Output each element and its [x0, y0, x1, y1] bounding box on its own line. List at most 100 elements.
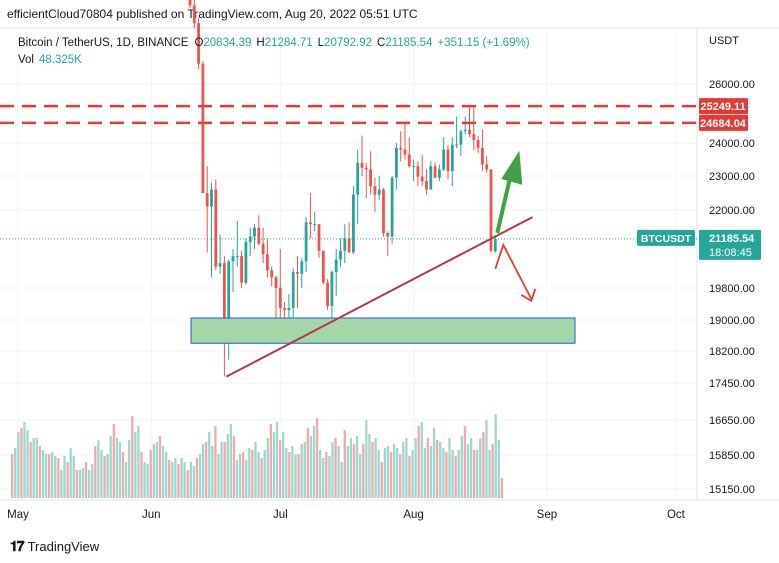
candle-body: [369, 169, 372, 187]
candle-body: [390, 177, 394, 237]
candle-body: [270, 270, 274, 278]
volume-bar: [275, 422, 279, 498]
last-price-text: 21185.54: [709, 233, 755, 245]
last-price-marker: BTCUSDT 21185.54 18:08:45: [637, 229, 761, 260]
candle-body: [377, 189, 381, 195]
candle-body: [278, 288, 282, 308]
volume-bar: [251, 450, 254, 498]
volume-bar: [17, 432, 20, 498]
volume-bar: [362, 444, 365, 498]
volume-bar: [223, 442, 226, 498]
price-axis[interactable]: 26000.00 24000.00 23000.00 22000.00 19800.00…: [637, 79, 761, 496]
resistance-marker-bottom: 24684.04: [699, 114, 748, 131]
volume-bar: [245, 460, 248, 498]
volume-bar: [140, 452, 143, 498]
volume-bar: [183, 462, 186, 498]
volume-bar: [168, 460, 171, 498]
candle-body: [274, 277, 278, 288]
candle-body: [201, 63, 205, 193]
tradingview-logo[interactable]: 𝟏𝟕 TradingView: [10, 538, 99, 555]
candle-body: [283, 308, 286, 310]
volume-bar: [208, 432, 211, 498]
symbol-tag: BTCUSDT: [641, 233, 692, 245]
volume-bar: [457, 450, 460, 498]
legend-close: 21185.54: [385, 37, 433, 49]
candle-body: [463, 129, 467, 132]
volume-bar: [337, 446, 340, 498]
volume-bar: [291, 446, 294, 498]
volume-bar: [38, 446, 42, 498]
candle-body: [356, 162, 360, 195]
candle-body: [304, 222, 308, 262]
volume-bar: [343, 430, 346, 498]
legend-close-label: C: [377, 37, 385, 49]
volume-bar: [60, 470, 63, 498]
volume-bar: [473, 450, 476, 498]
price-tick-label: 26000.00: [709, 79, 755, 91]
volume-bar: [66, 462, 69, 498]
bullish-arrow-shaft: [495, 180, 512, 234]
legend-low-label: L: [318, 37, 325, 49]
volume-bar: [171, 462, 174, 498]
volume-bar: [47, 454, 51, 498]
volume-bar: [423, 448, 427, 498]
volume-bar: [417, 426, 420, 498]
volume-bar: [180, 458, 183, 498]
bullish-arrow-head: [501, 150, 523, 185]
candle-body: [481, 147, 484, 165]
volume-bar: [78, 470, 82, 498]
candle-body: [214, 189, 218, 267]
time-axis[interactable]: May Jun Jul Aug Sep Oct: [7, 509, 686, 521]
tradingview-mark-icon: 𝟏𝟕: [10, 538, 25, 554]
volume-bar: [285, 448, 288, 498]
countdown-text: 18:08:45: [709, 247, 752, 259]
candle-body: [339, 250, 342, 260]
candle-body: [347, 238, 351, 253]
volume-bar: [103, 456, 106, 498]
volume-bar: [165, 452, 168, 498]
candle-body: [446, 149, 450, 172]
volume-bar: [386, 446, 390, 498]
candle-body: [309, 222, 312, 225]
volume-bar: [177, 464, 180, 498]
volume-bar: [500, 478, 504, 498]
legend-open: 20834.39: [203, 37, 251, 49]
volume-bar: [238, 454, 242, 498]
volume-bar: [288, 452, 291, 498]
volume-bar: [374, 438, 377, 498]
time-tick-label: Sep: [537, 509, 557, 521]
candle-body: [343, 238, 347, 251]
volume-bar: [214, 426, 217, 498]
price-tick-label: 22000.00: [709, 205, 755, 217]
volume-bar: [469, 438, 473, 498]
volume-bar: [248, 448, 251, 498]
volume-bar: [402, 442, 405, 498]
candle-body: [386, 233, 390, 237]
volume-bar: [334, 438, 337, 498]
volume-bar: [106, 454, 109, 498]
volume-bar: [75, 470, 78, 498]
legend-high: 21284.71: [265, 37, 313, 49]
candle-body: [240, 256, 243, 283]
candle-body: [412, 166, 415, 168]
volume-bar: [297, 454, 300, 498]
time-tick-label: May: [7, 509, 29, 521]
volume-bar: [411, 450, 414, 498]
resistance-marker-top-text: 25249.11: [700, 101, 745, 113]
volume-bar: [377, 450, 380, 498]
volume-bar: [134, 432, 137, 498]
legend-change: +351.15 (+1.69%): [437, 37, 529, 49]
volume-bar: [319, 450, 322, 498]
price-tick-label: 24000.00: [709, 138, 755, 150]
candle-series: [188, 0, 497, 377]
volume-bar: [112, 424, 115, 498]
candle-body: [223, 263, 226, 320]
volume-bar: [20, 428, 23, 498]
candle-body: [244, 241, 248, 283]
vol-label: Vol: [18, 54, 34, 66]
volume-bar: [429, 446, 433, 498]
rising-trendline: [225, 216, 533, 378]
volume-bar: [346, 446, 350, 498]
volume-bar: [152, 444, 155, 498]
